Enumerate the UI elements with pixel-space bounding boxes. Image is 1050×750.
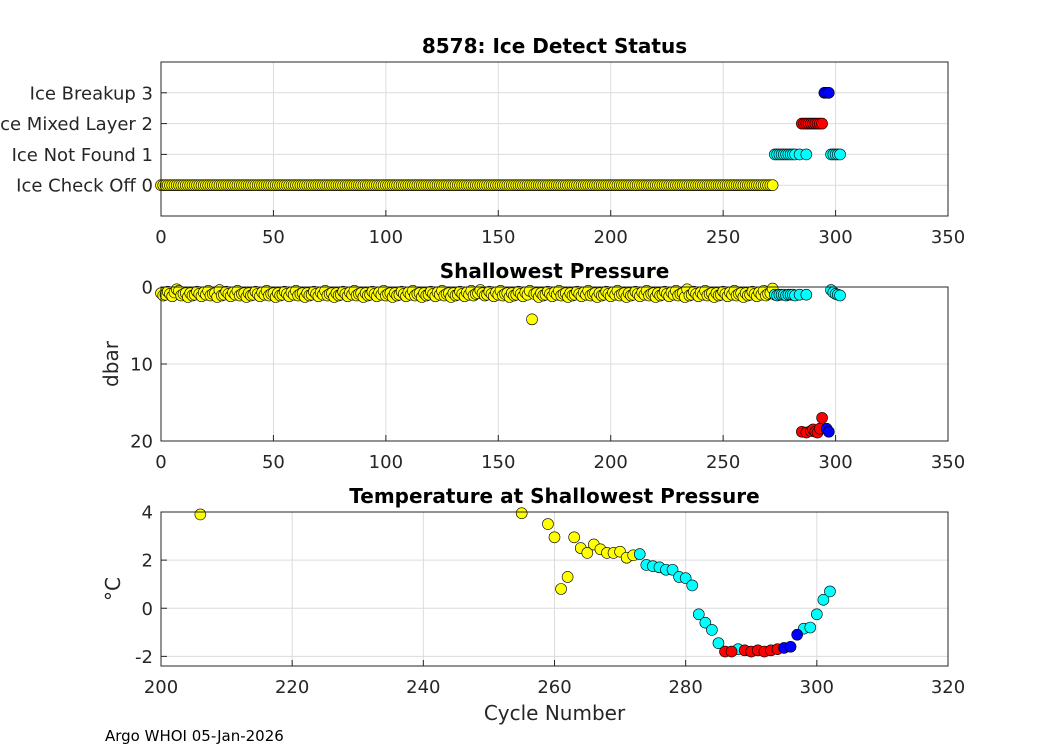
y-tick-label: 4 xyxy=(142,503,153,524)
ice-check-off-point xyxy=(555,583,567,595)
temperature-panel: 200 220 240 260 280 300 320 -2 0 2 4 Temperature … xyxy=(101,484,965,725)
x-tick-label: 0 xyxy=(155,227,166,248)
pressure-x-tick-labels: 0 50 100 150 200 250 300 350 xyxy=(155,452,965,473)
ice-check-off-point xyxy=(526,313,538,326)
temperature-x-axis-label: Cycle Number xyxy=(484,701,626,725)
ice-check-off-point xyxy=(581,547,594,559)
x-tick-label: 50 xyxy=(262,452,285,473)
ice-mixed-layer-point xyxy=(725,645,738,658)
y-tick-label: 2 xyxy=(142,551,153,572)
ice-breakup-point xyxy=(784,640,797,653)
ice-not-found-point xyxy=(666,563,679,576)
temperature-x-tick-labels: 200 220 240 260 280 300 320 xyxy=(144,677,965,698)
ice-check-off-point xyxy=(561,571,574,583)
y-tick-label: -2 xyxy=(135,647,153,668)
ice-not-found-point xyxy=(633,548,646,560)
ice-detect-axes-frame xyxy=(160,61,949,217)
x-tick-label: 150 xyxy=(481,227,515,248)
ice-detect-status-panel: 0 50 100 150 200 250 300 350 Ice Check Off 0Ice… xyxy=(0,34,965,248)
ice-check-off-point xyxy=(766,179,779,191)
temperature-title: Temperature at Shallowest Pressure xyxy=(349,484,759,508)
y-tick-label: 20 xyxy=(130,432,153,453)
ice-detect-grid xyxy=(160,62,949,216)
ice-check-off-point xyxy=(568,531,580,544)
x-tick-label: 250 xyxy=(706,452,740,473)
ice-check-off-point xyxy=(542,518,554,530)
ice-not-found-point xyxy=(800,148,813,161)
x-tick-label: 100 xyxy=(369,452,403,473)
pressure-axes-frame xyxy=(160,286,949,442)
ice-detect-y-tick-labels: Ice Check Off 0 Ice Not Found 1 Ice Mixed … xyxy=(0,83,153,196)
ice-mixed-layer-point xyxy=(816,412,828,424)
x-tick-label: 0 xyxy=(155,452,166,473)
x-tick-label: 100 xyxy=(369,227,403,248)
x-tick-label: 280 xyxy=(668,677,702,698)
ice-breakup-point xyxy=(823,87,835,99)
ice-detect-title: 8578: Ice Detect Status xyxy=(422,34,687,58)
y-tick-label: Ice Check Off 0 xyxy=(16,176,153,197)
temperature-grid xyxy=(160,511,949,666)
ice-not-found-point xyxy=(804,621,817,634)
x-tick-label: 200 xyxy=(594,452,628,473)
temperature-y-tick-labels: -2 0 2 4 xyxy=(135,503,153,668)
x-tick-label: 50 xyxy=(262,227,285,248)
x-tick-label: 240 xyxy=(406,677,440,698)
x-tick-label: 250 xyxy=(706,227,740,248)
ice-check-off-point xyxy=(548,531,561,544)
ice-not-found-point xyxy=(817,594,830,606)
y-tick-label: Ice Not Found 1 xyxy=(12,145,153,166)
pressure-grid xyxy=(160,286,949,442)
ice-not-found-point xyxy=(679,572,692,584)
y-tick-label: Ice Breakup 3 xyxy=(30,83,153,104)
ice-breakup-point xyxy=(823,425,835,438)
x-tick-label: 150 xyxy=(481,452,515,473)
ice-not-found-point xyxy=(699,616,712,629)
y-tick-label: 0 xyxy=(142,599,153,620)
ice-detect-x-tick-labels: 0 50 100 150 200 250 300 350 xyxy=(155,227,965,248)
ice-not-found-point xyxy=(834,148,846,161)
pressure-y-axis-label: dbar xyxy=(99,340,123,387)
ice-not-found-point xyxy=(800,288,813,301)
pressure-points xyxy=(155,282,846,439)
y-tick-label: 10 xyxy=(130,355,153,376)
x-tick-label: 220 xyxy=(275,677,309,698)
ice-detect-points xyxy=(155,87,846,191)
ice-not-found-point xyxy=(712,637,725,649)
ice-not-found-point xyxy=(686,579,699,592)
x-tick-label: 320 xyxy=(931,677,965,698)
pressure-title: Shallowest Pressure xyxy=(440,259,670,283)
x-tick-label: 200 xyxy=(594,227,628,248)
x-tick-label: 260 xyxy=(537,677,571,698)
ice-not-found-point xyxy=(811,608,823,621)
ice-check-off-point xyxy=(194,508,207,521)
x-tick-label: 300 xyxy=(800,677,834,698)
ice-breakup-point xyxy=(791,628,803,641)
ice-not-found-point xyxy=(706,624,718,636)
x-tick-label: 350 xyxy=(931,227,965,248)
pressure-y-tick-labels: 0 10 20 xyxy=(130,278,153,453)
footer-credit: Argo WHOI 05-Jan-2026 xyxy=(105,727,284,745)
ice-not-found-point xyxy=(834,289,846,302)
y-tick-label: 0 xyxy=(142,278,153,299)
ice-check-off-point xyxy=(515,507,528,520)
ice-mixed-layer-point xyxy=(816,117,828,130)
ice-not-found-point xyxy=(824,585,836,598)
x-tick-label: 300 xyxy=(818,227,852,248)
temperature-y-axis-label: °C xyxy=(101,577,125,601)
temperature-axes-frame xyxy=(160,511,949,667)
x-tick-label: 200 xyxy=(144,677,178,698)
x-tick-label: 300 xyxy=(818,452,852,473)
shallowest-pressure-panel: 0 50 100 150 200 250 300 350 0 10 20 Shallowest P… xyxy=(99,259,965,473)
ice-not-found-point xyxy=(692,608,705,621)
y-tick-label: Ice Mixed Layer 2 xyxy=(0,114,153,135)
x-tick-label: 350 xyxy=(931,452,965,473)
